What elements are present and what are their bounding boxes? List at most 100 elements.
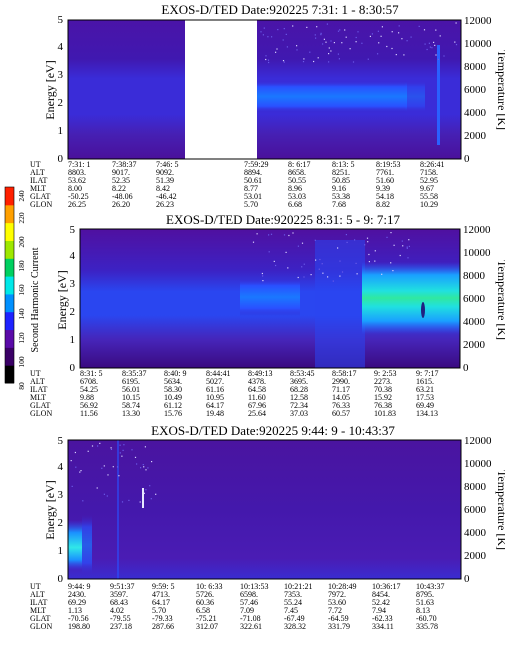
table-cell: 52.42 (372, 598, 390, 607)
noise-dot (345, 234, 347, 236)
table-cell: 198.80 (68, 622, 90, 631)
table-row-label: GLON (30, 200, 52, 209)
table-cell: 52.35 (112, 176, 130, 185)
table-cell: 4378. (248, 377, 266, 386)
noise-dot (328, 53, 330, 55)
table-cell: -70.56 (68, 614, 89, 623)
table-cell: 10:43:37 (416, 582, 444, 591)
panel-2-y2tick: 0 (463, 362, 469, 374)
noise-dot (262, 280, 264, 282)
noise-dot (283, 28, 285, 30)
noise-dot (393, 244, 395, 246)
panel-1-heatmap-band-tail (405, 80, 425, 113)
panel-1-title: EXOS-D/TED Date:920225 7:31: 1 - 8:30:57 (161, 2, 399, 17)
noise-dot (378, 42, 380, 44)
noise-dot (431, 47, 433, 49)
noise-dot (418, 25, 420, 27)
panel-3-heatmap-hotspot-tail (82, 515, 92, 575)
table-cell: 312.07 (196, 622, 218, 631)
panel-1-y2-ticks: 0 2000 4000 6000 8000 10000 12000 (464, 15, 492, 165)
table-cell: 7:31: 1 (68, 160, 90, 169)
table-cell: 9:59: 5 (152, 582, 174, 591)
noise-dot (270, 233, 273, 235)
noise-dot (426, 48, 428, 51)
noise-dot (410, 36, 412, 38)
colorbar-tick: 240 (17, 190, 26, 202)
colorbar-segment (5, 204, 14, 224)
panel-2-y2tick: 10000 (463, 247, 491, 259)
table-cell: 8:35:37 (122, 369, 146, 378)
noise-dot (306, 26, 308, 28)
table-row-label: GLAT (30, 192, 51, 201)
noise-dot (377, 53, 379, 55)
table-cell: 76.38 (374, 401, 392, 410)
noise-dot (325, 41, 327, 43)
noise-dot (408, 245, 410, 247)
noise-dot (149, 485, 151, 487)
noise-dot (435, 54, 437, 56)
noise-dot (112, 466, 114, 468)
noise-dot (119, 452, 121, 454)
panel-1-y2tick: 12000 (464, 15, 492, 27)
table-cell: 10:13:53 (240, 582, 268, 591)
table-cell: 5027. (206, 377, 224, 386)
table-cell: 25.64 (248, 409, 266, 418)
colorbar-tick: 180 (17, 260, 26, 272)
table-cell: 7353. (284, 590, 302, 599)
panel-1-ytick: 1 (58, 125, 64, 137)
noise-dot (313, 60, 315, 63)
table-cell: 11.60 (248, 393, 266, 402)
colorbar-tick: 160 (17, 284, 26, 296)
table-cell: 7158. (420, 168, 438, 177)
colorbar-segment (5, 276, 14, 295)
panel-3-noise-dots (70, 442, 157, 503)
panel-2-y2tick: 2000 (463, 339, 486, 351)
noise-dot (262, 275, 264, 277)
noise-dot (121, 455, 123, 457)
panel-1-heatmap-band (257, 80, 407, 113)
table-cell: 10.95 (206, 393, 224, 402)
noise-dot (357, 31, 359, 33)
noise-dot (386, 236, 388, 238)
table-cell: 7:38:37 (112, 160, 136, 169)
panel-3-heatmap-spike (142, 488, 144, 508)
table-cell: 70.38 (374, 385, 392, 394)
table-cell: 5634. (164, 377, 182, 386)
noise-dot (277, 29, 279, 31)
table-cell: 9: 2:53 (374, 369, 396, 378)
colorbar: 80 100 120 140 160 180 200 220 240 Secon… (4, 186, 41, 390)
panel-2-heatmap-hotspot (362, 262, 460, 334)
noise-dot (390, 262, 392, 264)
table-cell: 8251. (332, 168, 350, 177)
table-cell: 9.16 (332, 184, 346, 193)
noise-dot (260, 31, 262, 33)
panel-3-ytick: 0 (58, 573, 64, 585)
noise-dot (403, 54, 405, 56)
table-row-label: GLAT (30, 401, 51, 410)
table-cell: 56.01 (122, 385, 140, 394)
noise-dot (297, 276, 299, 279)
noise-dot (110, 447, 112, 449)
noise-dot (455, 22, 457, 24)
table-cell: 53.01 (244, 192, 262, 201)
panel-1-ytick: 0 (58, 153, 64, 165)
table-cell: 8:19:53 (376, 160, 400, 169)
table-cell: 8658. (288, 168, 306, 177)
table-row-label: ILAT (30, 598, 47, 607)
table-cell: -79.55 (110, 614, 131, 623)
table-cell: 8.00 (68, 184, 82, 193)
noise-dot (315, 37, 317, 39)
panel-2-y2tick: 4000 (463, 316, 486, 328)
table-cell: 8803. (68, 168, 86, 177)
panel-3-y2tick: 4000 (464, 527, 487, 539)
table-cell: 26.20 (112, 200, 130, 209)
noise-dot (401, 240, 403, 242)
table-cell: 37.03 (290, 409, 308, 418)
noise-dot (268, 61, 270, 64)
table-cell: -79.33 (152, 614, 173, 623)
noise-dot (143, 466, 145, 468)
table-cell: 9:44: 9 (68, 582, 90, 591)
colorbar-segment (5, 329, 14, 348)
panel-2-heatmap-dark-spot (421, 302, 425, 318)
